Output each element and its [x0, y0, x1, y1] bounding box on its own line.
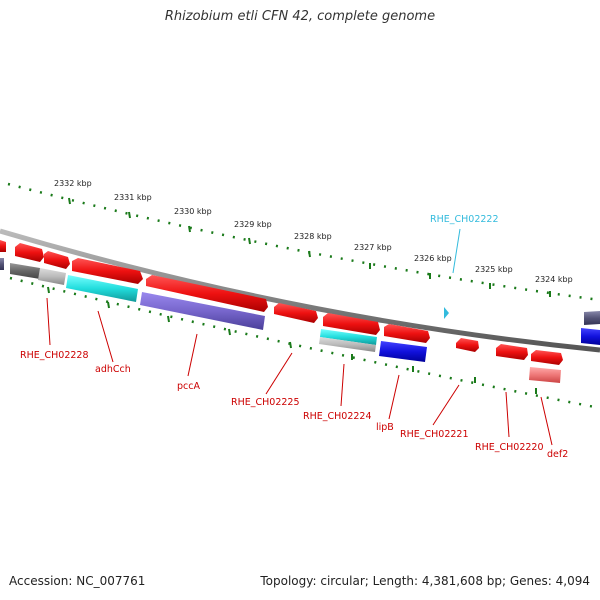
gene-arrow[interactable]: [496, 344, 528, 360]
tick-label: 2325 kbp: [475, 265, 513, 274]
inner-tick-track: [9, 276, 600, 410]
reverse-strand-genes: [0, 258, 600, 383]
gene-label: RHE_CH02221: [400, 429, 469, 440]
kbp-labels: 2332 kbp 2331 kbp 2330 kbp 2329 kbp 2328…: [54, 179, 573, 284]
gene-marker-cyan[interactable]: [444, 307, 449, 319]
gene-box[interactable]: [38, 268, 66, 285]
gene-arrow[interactable]: [0, 240, 6, 252]
accession-text: Accession: NC_007761: [9, 574, 146, 588]
outer-tick-track: [7, 182, 600, 302]
gene-arrow[interactable]: [531, 350, 563, 365]
tick-label: 2329 kbp: [234, 220, 272, 229]
gene-label: adhCch: [95, 364, 131, 375]
inner-major-ticks: [47, 286, 537, 394]
gene-box[interactable]: [10, 263, 40, 279]
gene-arrow[interactable]: [274, 303, 318, 323]
gene-label: RHE_CH02228: [20, 350, 89, 361]
tick-label: 2331 kbp: [114, 193, 152, 202]
gene-arrow[interactable]: [456, 338, 479, 352]
gene-box[interactable]: [379, 341, 427, 362]
tick-label: 2324 kbp: [535, 275, 573, 284]
gene-arrow[interactable]: [44, 251, 70, 269]
chromosome-backbone: [0, 228, 600, 353]
topology-text: Topology: circular; Length: 4,381,608 bp…: [260, 574, 590, 588]
tick-label: 2332 kbp: [54, 179, 92, 188]
gene-arrow[interactable]: [146, 275, 268, 312]
tick-label: 2330 kbp: [174, 207, 212, 216]
tick-label: 2326 kbp: [414, 254, 452, 263]
gene-box[interactable]: [319, 337, 376, 352]
gene-arrow[interactable]: [72, 258, 143, 284]
label-leader-lines: [46, 228, 553, 446]
outer-major-ticks: [68, 197, 551, 297]
forward-strand-genes: [0, 240, 600, 365]
gene-label: RHE_CH02220: [475, 442, 544, 453]
gene-box[interactable]: [0, 258, 4, 270]
gene-arrow[interactable]: [15, 243, 44, 262]
gene-labels: RHE_CH02228 adhCch pccA RHE_CH02225 RHE_…: [20, 214, 568, 460]
gene-box[interactable]: [581, 328, 600, 345]
tick-label: 2328 kbp: [294, 232, 332, 241]
gene-box[interactable]: [529, 367, 561, 383]
gene-arrow[interactable]: [584, 311, 600, 325]
gene-label: pccA: [177, 381, 200, 392]
gene-box[interactable]: [320, 329, 377, 345]
gene-label: def2: [547, 449, 568, 460]
gene-label: RHE_CH02225: [231, 397, 300, 408]
gene-box[interactable]: [140, 292, 265, 330]
gene-arrow[interactable]: [323, 313, 380, 335]
gene-label: lipB: [376, 422, 394, 433]
gene-box[interactable]: [66, 275, 138, 302]
map-title: Rhizobium etli CFN 42, complete genome: [164, 9, 436, 24]
gene-label: RHE_CH02224: [303, 411, 372, 422]
gene-label: RHE_CH02222: [430, 214, 499, 225]
gene-arrow[interactable]: [384, 324, 430, 343]
tick-label: 2327 kbp: [354, 243, 392, 252]
